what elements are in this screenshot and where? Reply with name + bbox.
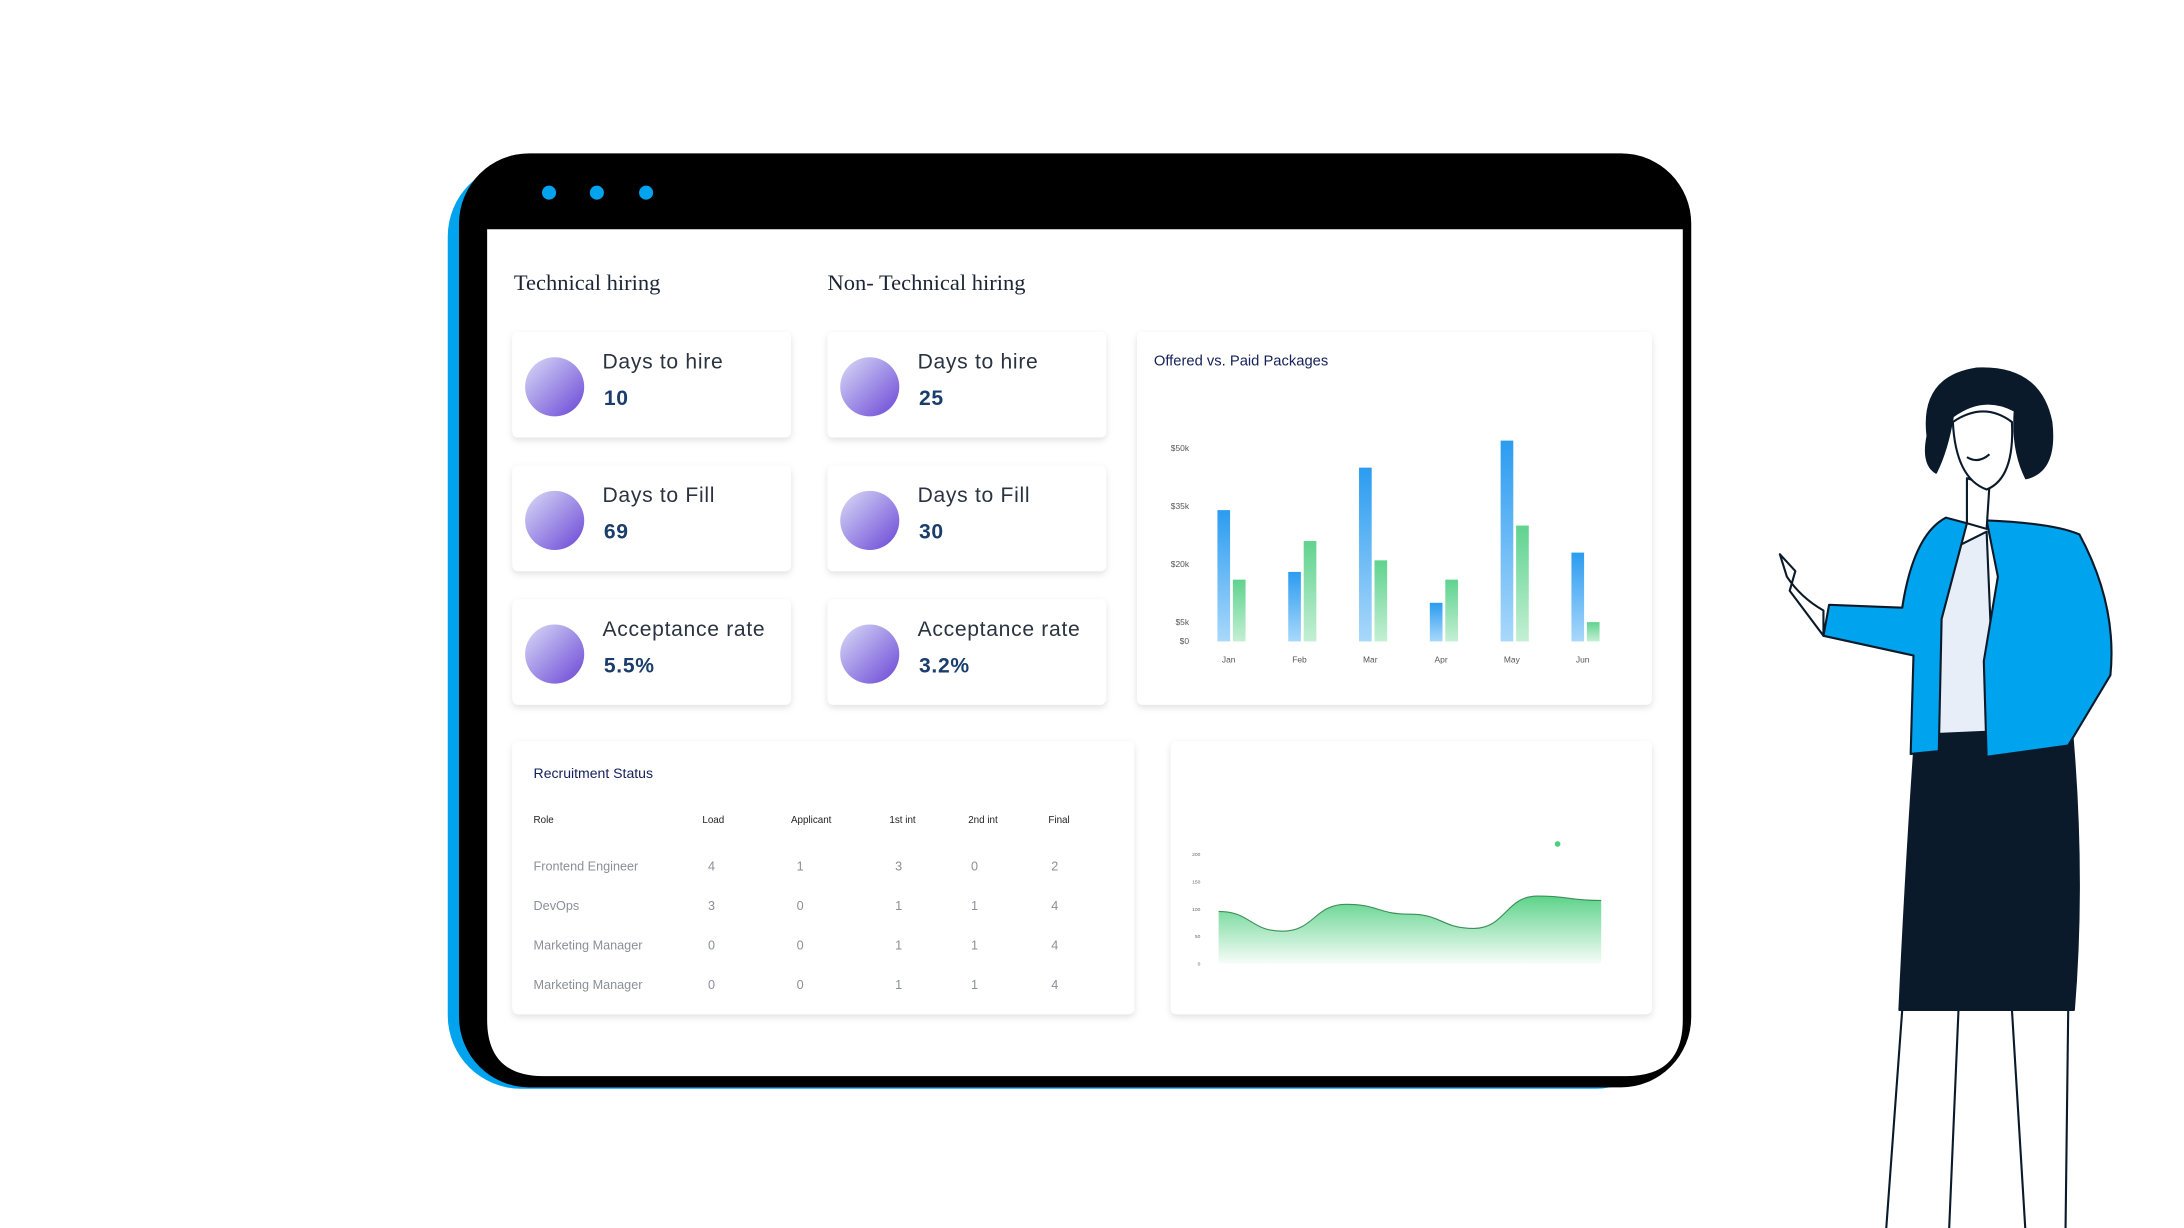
table-header: Role	[534, 815, 555, 826]
bar	[1516, 525, 1529, 642]
table-cell: DevOps	[534, 899, 580, 913]
table-title: Recruitment Status	[534, 765, 653, 781]
table-cell: 4	[1051, 899, 1058, 913]
bar	[1586, 622, 1600, 642]
bar	[1374, 560, 1388, 642]
bar	[1445, 579, 1458, 642]
table-cell: 1	[895, 978, 902, 992]
kpi-icon	[840, 624, 900, 684]
y-tick-label: $5k	[1175, 617, 1189, 627]
table-cell: Marketing Manager	[534, 938, 643, 952]
line	[1218, 895, 1602, 932]
window-dot	[542, 185, 557, 200]
kpi-card	[512, 465, 791, 572]
bar-chart-panel	[1137, 331, 1652, 705]
legend-marker	[1554, 841, 1561, 847]
table-cell: 3	[708, 899, 715, 913]
y-tick-label: $50k	[1171, 443, 1190, 453]
section-title: Technical hiring	[514, 270, 661, 295]
table-cell: 0	[797, 938, 804, 952]
y-tick-label: 200	[1192, 852, 1200, 858]
y-tick-label: $20k	[1171, 559, 1190, 569]
table-cell: 2	[1051, 860, 1058, 874]
kpi-label: Days to Fill	[918, 484, 1031, 507]
kpi-value: 69	[604, 521, 629, 544]
kpi-card	[827, 465, 1107, 572]
x-tick-label: May	[1504, 655, 1521, 665]
kpi-icon	[840, 357, 900, 417]
table-cell: 4	[1051, 978, 1058, 992]
section-title: Non- Technical hiring	[828, 270, 1026, 295]
table-cell: 4	[708, 860, 715, 874]
area-chart-panel	[1170, 741, 1652, 1015]
kpi-label: Days to Fill	[602, 484, 715, 507]
table-header: Applicant	[791, 815, 832, 826]
table-cell: 3	[895, 860, 902, 874]
window-dot	[589, 185, 604, 200]
table-header: 2nd int	[968, 815, 998, 826]
table-cell: 1	[895, 899, 902, 913]
table-cell: 0	[971, 860, 978, 874]
bar	[1232, 579, 1246, 642]
bar	[1571, 552, 1585, 642]
kpi-label: Days to hire	[602, 351, 723, 374]
bar	[1359, 467, 1372, 642]
table-header: Final	[1048, 815, 1069, 826]
kpi-value: 30	[919, 521, 944, 544]
table-cell: 1	[971, 978, 978, 992]
bar	[1500, 440, 1514, 642]
x-tick-label: Apr	[1435, 655, 1448, 665]
table-cell: 1	[797, 860, 804, 874]
kpi-card	[512, 331, 791, 438]
kpi-value: 3.2%	[919, 654, 970, 677]
kpi-icon	[525, 357, 585, 417]
bar	[1303, 541, 1317, 642]
presenter	[1778, 367, 2113, 1228]
table-panel	[512, 741, 1135, 1015]
table-cell: Marketing Manager	[534, 978, 643, 992]
kpi-icon	[525, 490, 585, 550]
y-tick-label: $35k	[1171, 501, 1190, 511]
x-tick-label: Jan	[1222, 655, 1236, 665]
kpi-value: 5.5%	[604, 654, 655, 677]
table-cell: Frontend Engineer	[534, 860, 639, 874]
kpi-card	[827, 599, 1107, 705]
x-tick-label: Jun	[1576, 655, 1590, 665]
table-cell: 0	[708, 938, 715, 952]
table-cell: 1	[971, 938, 978, 952]
table-header: 1st int	[889, 815, 915, 826]
window-dot	[639, 185, 654, 200]
kpi-icon	[840, 490, 900, 550]
table-cell: 4	[1051, 938, 1058, 952]
kpi-icon	[525, 624, 585, 684]
kpi-card	[512, 599, 791, 705]
kpi-value: 25	[919, 387, 944, 410]
bar	[1429, 602, 1443, 642]
table-header: Load	[702, 815, 724, 826]
kpi-card	[827, 331, 1107, 438]
bar	[1217, 510, 1231, 642]
y-tick-label: $0	[1180, 636, 1190, 646]
table-cell: 0	[797, 978, 804, 992]
table-cell: 1	[971, 899, 978, 913]
table-cell: 0	[797, 899, 804, 913]
kpi-label: Acceptance rate	[918, 618, 1081, 641]
x-tick-label: Mar	[1363, 655, 1378, 665]
x-tick-label: Feb	[1292, 655, 1307, 665]
kpi-label: Acceptance rate	[602, 618, 765, 641]
chart-title: Offered vs. Paid Packages	[1154, 354, 1328, 370]
y-tick-label: 50	[1195, 934, 1201, 940]
table-cell: 1	[895, 938, 902, 952]
bar	[1288, 571, 1301, 642]
y-tick-label: 100	[1192, 907, 1200, 913]
table-cell: 0	[708, 978, 715, 992]
kpi-value: 10	[604, 387, 629, 410]
kpi-label: Days to hire	[918, 351, 1039, 374]
y-tick-label: 0	[1198, 962, 1201, 968]
y-tick-label: 150	[1192, 879, 1200, 885]
